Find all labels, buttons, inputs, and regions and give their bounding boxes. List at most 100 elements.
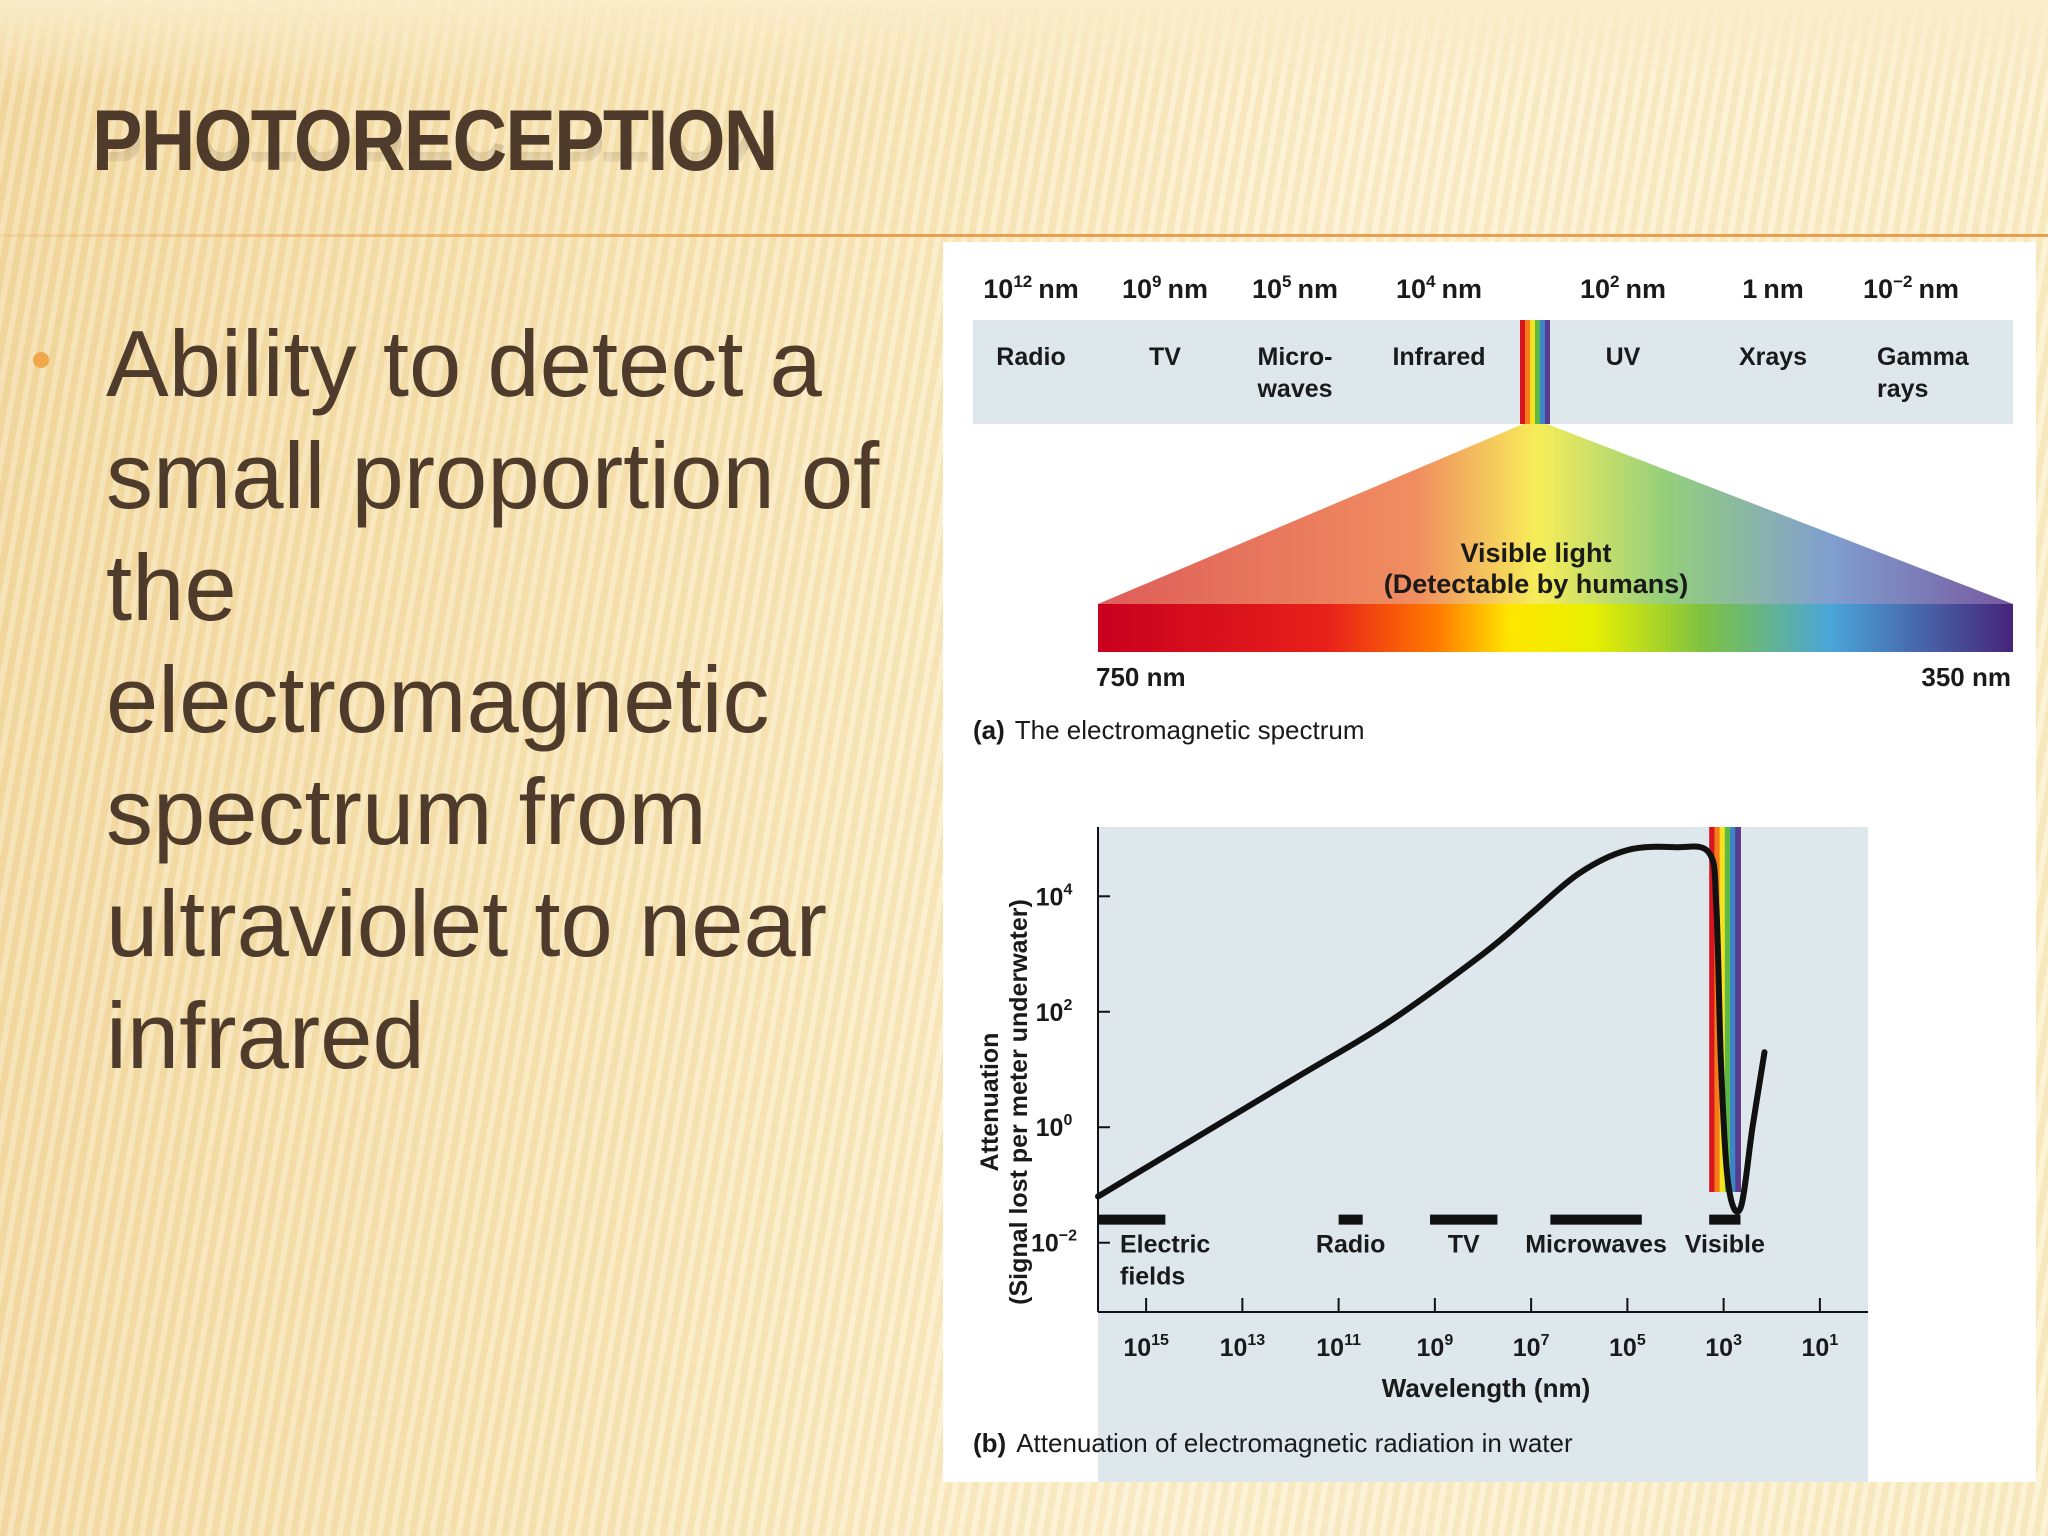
wavelength-unit: nm [1626, 274, 1667, 304]
band-name: Micro- [1258, 343, 1333, 371]
y-tick-exponent: −2 [1059, 1228, 1077, 1245]
band-name-line2: rays [1877, 375, 1928, 403]
wavelength-label: 104 nm [1396, 272, 1482, 304]
wavelength-base: 10 [983, 274, 1013, 304]
bullet-text: Ability to detect a small proportion of … [106, 308, 906, 1092]
wavelength-base: 10 [1580, 274, 1610, 304]
bullet-icon [33, 352, 49, 368]
x-tick-exponent: 5 [1637, 1332, 1646, 1349]
band-name: Xrays [1739, 343, 1807, 371]
y-axis-label-line2: (Signal lost per meter underwater) [1005, 899, 1033, 1305]
visible-band-stripe [1730, 827, 1736, 1192]
band-name: TV [1149, 343, 1181, 371]
band-name: UV [1606, 343, 1641, 371]
wavelength-base: 10 [1122, 274, 1152, 304]
range-right-label: 350 nm [1921, 662, 2011, 692]
wavelength-label: 1 nm [1742, 274, 1804, 304]
caption-b-text: Attenuation of electromagnetic radiation… [1016, 1428, 1573, 1458]
top-band [0, 0, 2048, 90]
wavelength-label: 10−2 nm [1863, 272, 1959, 304]
y-tick-base: 10 [1036, 999, 1064, 1027]
wavelength-exponent: −2 [1893, 272, 1912, 291]
wavelength-labels: 1012 nm 109 nm 105 nm 104 nm 102 nm 1 nm 10−2 nm [983, 272, 1959, 304]
y-tick-label: 104 [1036, 881, 1073, 911]
x-tick-base: 10 [1513, 1334, 1541, 1362]
x-axis-label: Wavelength (nm) [1382, 1373, 1590, 1403]
x-tick-exponent: 7 [1541, 1332, 1550, 1349]
y-tick-label: 100 [1036, 1112, 1073, 1142]
band-marker-label: TV [1448, 1231, 1480, 1259]
wavelength-exponent: 9 [1152, 272, 1161, 291]
wavelength-unit: nm [1442, 274, 1483, 304]
wavelength-unit: nm [1038, 274, 1079, 304]
x-tick-base: 10 [1316, 1334, 1344, 1362]
range-left-label: 750 nm [1096, 662, 1186, 692]
wavelength-exponent: 4 [1426, 272, 1436, 291]
wavelength-unit: nm [1763, 274, 1804, 304]
x-tick-base: 10 [1123, 1334, 1151, 1362]
x-tick-exponent: 13 [1247, 1332, 1265, 1349]
caption-a: (a) The electromagnetic spectrum [973, 715, 1365, 745]
band-marker [1709, 1215, 1740, 1225]
y-axis-label-line1: Attenuation [976, 1033, 1004, 1172]
x-tick-base: 10 [1609, 1334, 1637, 1362]
title-divider [0, 234, 2048, 237]
wavelength-unit: nm [1298, 274, 1339, 304]
band-marker-label-line2: fields [1120, 1263, 1185, 1291]
band-name: Infrared [1392, 343, 1485, 371]
x-tick-exponent: 3 [1733, 1332, 1742, 1349]
slide-title-reflection: PHOTORECEPTION [92, 136, 777, 180]
y-tick-label: 102 [1036, 997, 1073, 1027]
wavelength-exponent: 5 [1282, 272, 1291, 291]
band-name-line2: waves [1256, 375, 1332, 403]
x-tick-exponent: 11 [1344, 1332, 1361, 1349]
wavelength-label: 102 nm [1580, 272, 1666, 304]
y-tick-label: 10−2 [1031, 1228, 1077, 1258]
x-tick-base: 10 [1417, 1334, 1445, 1362]
wavelength-exponent: 12 [1013, 272, 1032, 291]
y-tick-base: 10 [1031, 1230, 1059, 1258]
band-name: Radio [996, 343, 1065, 371]
band-name: Gamma [1877, 343, 1970, 371]
figure-svg: 1012 nm 109 nm 105 nm 104 nm 102 nm 1 nm 10−2 nm Radi… [943, 242, 2036, 1482]
band-marker [1339, 1215, 1363, 1225]
y-tick-exponent: 2 [1063, 997, 1072, 1014]
band-background [973, 320, 2013, 424]
x-tick-base: 10 [1802, 1334, 1830, 1362]
y-tick-base: 10 [1036, 883, 1064, 911]
x-tick-base: 10 [1705, 1334, 1733, 1362]
detectable-label: (Detectable by humans) [1384, 569, 1689, 599]
caption-a-text: The electromagnetic spectrum [1015, 715, 1365, 745]
caption-b-letter: (b) [973, 1428, 1006, 1458]
caption-b: (b) Attenuation of electromagnetic radiat… [973, 1428, 1573, 1458]
wavelength-exponent: 2 [1610, 272, 1619, 291]
wavelength-unit: nm [1168, 274, 1209, 304]
visible-spectrum-bar [1098, 604, 2013, 652]
visible-light-label: Visible light [1460, 538, 1611, 568]
x-tick-exponent: 9 [1444, 1332, 1453, 1349]
wavelength-label: 109 nm [1122, 272, 1208, 304]
wavelength-base: 10 [1252, 274, 1282, 304]
wavelength-base: 1 [1742, 274, 1757, 304]
x-tick-base: 10 [1220, 1334, 1248, 1362]
visible-sliver [1520, 320, 1550, 424]
x-tick-exponent: 15 [1151, 1332, 1169, 1349]
band-marker [1430, 1215, 1497, 1225]
band-marker [1098, 1215, 1165, 1225]
wavelength-label: 105 nm [1252, 272, 1338, 304]
x-tick-exponent: 1 [1829, 1332, 1838, 1349]
y-tick-exponent: 0 [1063, 1112, 1072, 1129]
spectrum-figure: 1012 nm 109 nm 105 nm 104 nm 102 nm 1 nm 10−2 nm Radi… [943, 242, 2036, 1482]
caption-a-letter: (a) [973, 715, 1005, 745]
band-marker-label: Microwaves [1525, 1231, 1667, 1259]
wavelength-label: 1012 nm [983, 272, 1078, 304]
wavelength-base: 10 [1396, 274, 1426, 304]
wavelength-unit: nm [1918, 274, 1959, 304]
y-tick-base: 10 [1036, 1114, 1064, 1142]
wavelength-base: 10 [1863, 274, 1893, 304]
visible-band-stripe [1735, 827, 1741, 1192]
band-marker-label: Visible [1685, 1231, 1765, 1259]
y-axis-label: Attenuation (Signal lost per meter under… [976, 899, 1033, 1305]
band-marker-label: Electric [1120, 1231, 1210, 1259]
band-marker-label: Radio [1316, 1231, 1385, 1259]
